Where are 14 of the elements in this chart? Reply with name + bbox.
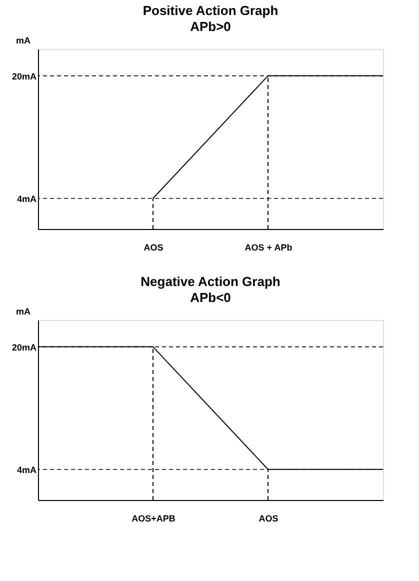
y-tick-label: 20mA <box>12 342 37 352</box>
x-tick-label: AOS+APB <box>132 514 176 524</box>
x-tick-label: AOS + APb <box>244 242 293 252</box>
chart-title: Positive Action Graph <box>142 3 278 18</box>
x-tick-label: AOS <box>258 514 278 524</box>
x-tick-label: AOS <box>144 242 164 252</box>
y-axis-title: mA <box>16 306 31 316</box>
y-tick-label: 4mA <box>16 194 37 204</box>
y-tick-label: 20mA <box>12 71 37 82</box>
y-axis-title: mA <box>16 36 31 46</box>
chart-subtitle: APb>0 <box>190 19 231 34</box>
y-tick-label: 4mA <box>16 464 37 475</box>
chart-subtitle: APb<0 <box>190 290 231 305</box>
chart-title: Negative Action Graph <box>140 274 280 289</box>
